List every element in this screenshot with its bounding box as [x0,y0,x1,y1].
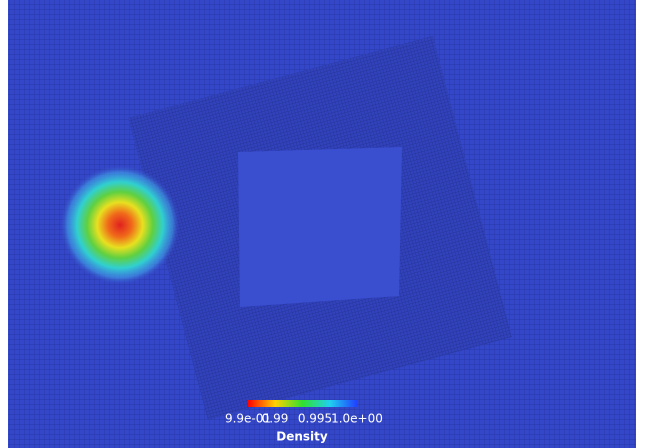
density-pulse [60,165,180,285]
color-bar-tick: 1.0e+00 [331,412,383,426]
color-bar [248,400,357,407]
color-bar-title: Density [276,430,328,444]
color-bar-labels: 9.9e-01 0.99 0.995 1.0e+00 Density [225,412,383,444]
inner-block [238,147,402,307]
color-bar-tick: 0.99 [262,412,289,426]
color-bar-tick: 0.995 [298,412,332,426]
color-bar-tick: 9.9e-01 [225,412,271,426]
